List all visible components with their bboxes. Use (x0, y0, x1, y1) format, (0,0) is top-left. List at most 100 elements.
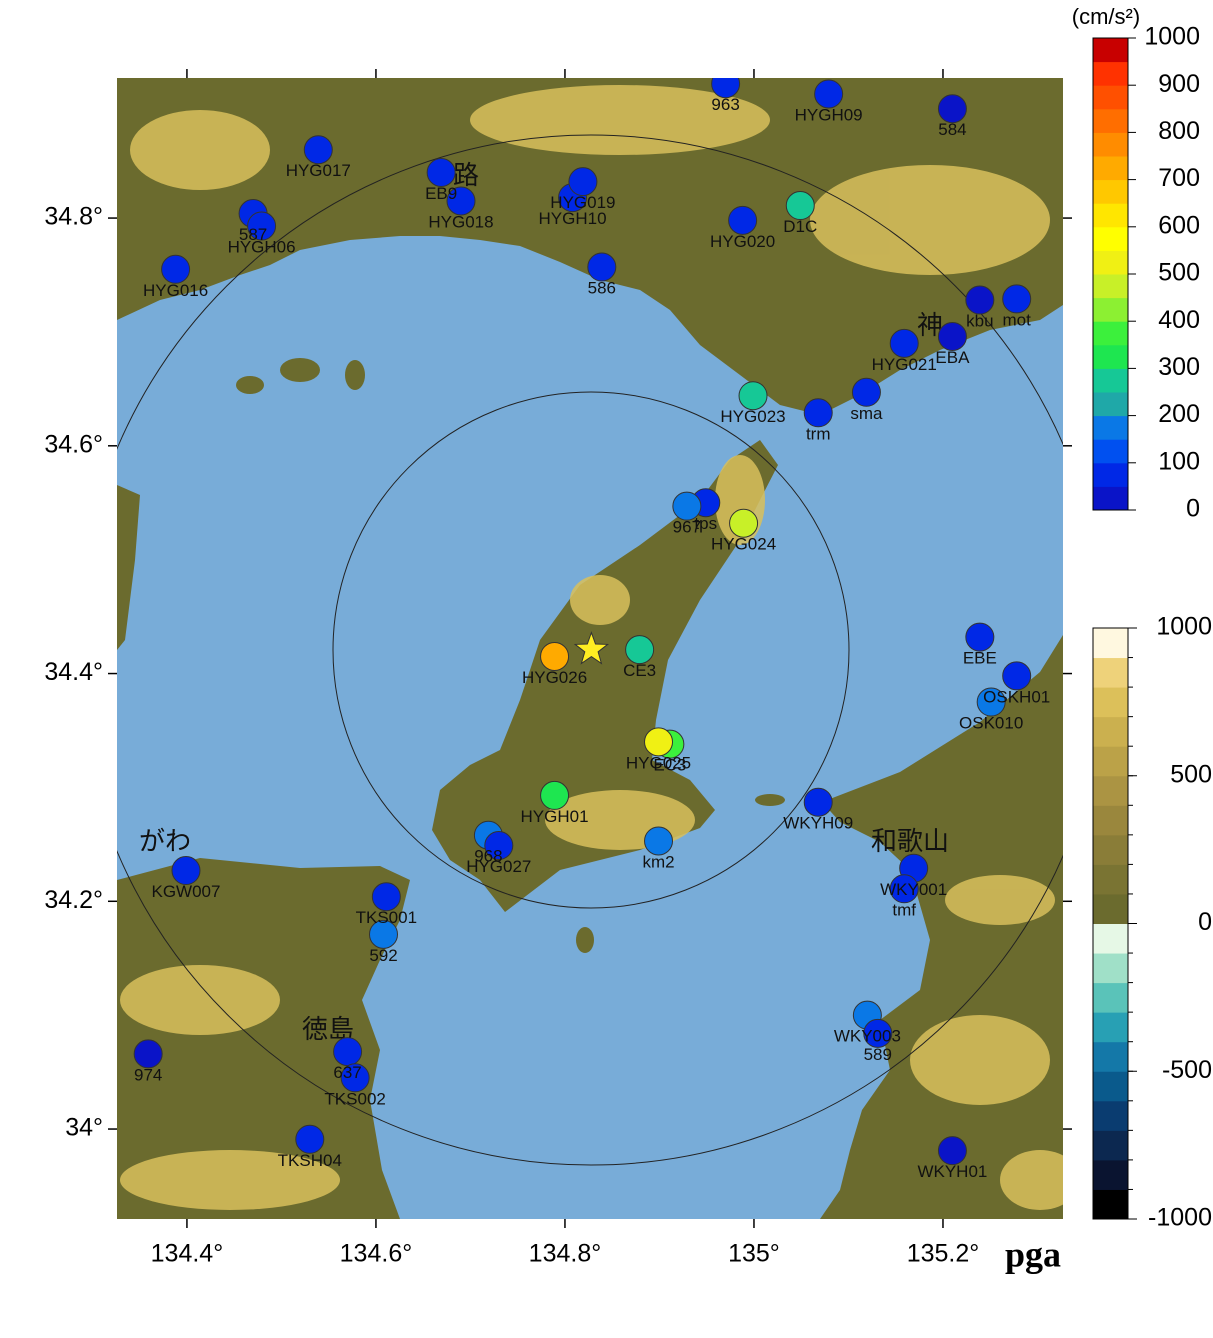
colorbar-label: -1000 (1148, 1204, 1212, 1232)
colorbar-segment (1093, 132, 1128, 157)
y-tick-label: 34.2° (44, 886, 103, 914)
x-tick-label: 134.6° (340, 1240, 413, 1268)
station-label: HYG027 (466, 857, 531, 876)
station (484, 830, 514, 860)
colorbar-label: 500 (1158, 259, 1200, 287)
colorbar-segment (1093, 274, 1128, 299)
station (728, 205, 758, 235)
colorbar-label: 700 (1158, 164, 1200, 192)
colorbar-segment (1093, 864, 1128, 895)
station (889, 874, 919, 904)
colorbar-segment (1093, 179, 1128, 204)
x-tick-label: 134.4° (151, 1240, 224, 1268)
station (568, 167, 598, 197)
colorbar-label: 0 (1186, 495, 1200, 523)
station (446, 186, 476, 216)
colorbar-segment (1093, 805, 1128, 836)
station-label: tps (694, 514, 717, 533)
station (247, 211, 277, 241)
station (889, 328, 919, 358)
station (711, 78, 741, 99)
variable-label: pga (1005, 1234, 1061, 1274)
station-label: HYG026 (522, 668, 587, 687)
colorbar-segment (1093, 1012, 1128, 1043)
colorbar-segment (1093, 1189, 1128, 1220)
colorbar-segment (1093, 775, 1128, 806)
epicenter (573, 631, 609, 665)
station-label: HYGH10 (539, 209, 607, 228)
station-label: HYGH09 (795, 105, 863, 124)
station (303, 135, 333, 165)
station (851, 377, 881, 407)
colorbar-label: 200 (1158, 400, 1200, 428)
station-label: TKS001 (356, 908, 417, 927)
station (161, 254, 191, 284)
station-label: TKSH04 (278, 1151, 342, 1170)
station-label: EBE (963, 649, 997, 668)
colorbar-segment (1093, 85, 1128, 110)
station (333, 1037, 363, 1067)
station-label: WKYH01 (917, 1162, 987, 1181)
station (729, 508, 759, 538)
station (863, 1018, 893, 1048)
station-label: HYG025 (626, 753, 691, 772)
station-label: WKYH09 (783, 814, 853, 833)
station (540, 780, 570, 810)
colorbar-label: 0 (1198, 908, 1212, 936)
colorbar-segment (1093, 1130, 1128, 1161)
colorbar-segment (1093, 108, 1128, 133)
colorbar-segment (1093, 953, 1128, 984)
colorbar-segment (1093, 156, 1128, 181)
station-label: mot (1003, 310, 1032, 329)
station (133, 1039, 163, 1069)
station-label: HYG024 (711, 535, 776, 554)
y-tick-label: 34.4° (44, 658, 103, 686)
station-label: 963 (711, 95, 739, 114)
colorbar-segment (1093, 982, 1128, 1013)
station (965, 285, 995, 315)
station (965, 622, 995, 652)
colorbar-segment (1093, 628, 1128, 659)
station (371, 882, 401, 912)
colorbar-segment (1093, 226, 1128, 251)
station-label: 967 (673, 518, 701, 537)
colorbar-segment (1093, 716, 1128, 747)
unit-label: (cm/s²) (1072, 4, 1140, 29)
station (171, 856, 201, 886)
colorbar-segment (1093, 657, 1128, 688)
x-tick-label: 135° (728, 1240, 780, 1268)
colorbar-label: 400 (1158, 306, 1200, 334)
colorbar-segment (1093, 486, 1128, 511)
station-label: km2 (642, 852, 674, 871)
station-label: WKY001 (880, 880, 947, 899)
colorbar-segment (1093, 1041, 1128, 1072)
station (814, 79, 844, 109)
station (587, 252, 617, 282)
station-label: EC3 (653, 756, 686, 775)
station-label: tmf (892, 900, 916, 919)
land-awaji (432, 440, 778, 912)
station (644, 727, 674, 757)
colorbar-label: 500 (1170, 760, 1212, 788)
colorbar-segment (1093, 834, 1128, 865)
station-label: HYG019 (550, 193, 615, 212)
colorbar-segment (1093, 38, 1128, 63)
colorbar-label: 1000 (1144, 23, 1200, 51)
y-tick-label: 34° (65, 1114, 103, 1142)
colorbar-label: 600 (1158, 211, 1200, 239)
station-label: HYGH01 (521, 807, 589, 826)
station-label: KGW007 (151, 882, 220, 901)
station (540, 641, 570, 671)
station (803, 398, 833, 428)
station-label: OSK010 (959, 714, 1023, 733)
station-label: HYG021 (872, 355, 937, 374)
land-north (117, 78, 1063, 415)
station (1002, 284, 1032, 314)
station-label: 637 (333, 1063, 361, 1082)
station-label: 589 (864, 1045, 892, 1064)
colorbar-segment (1093, 746, 1128, 777)
station-label: 968 (474, 847, 502, 866)
distance-circles (117, 134, 1063, 1166)
colorbar-segment (1093, 1100, 1128, 1131)
